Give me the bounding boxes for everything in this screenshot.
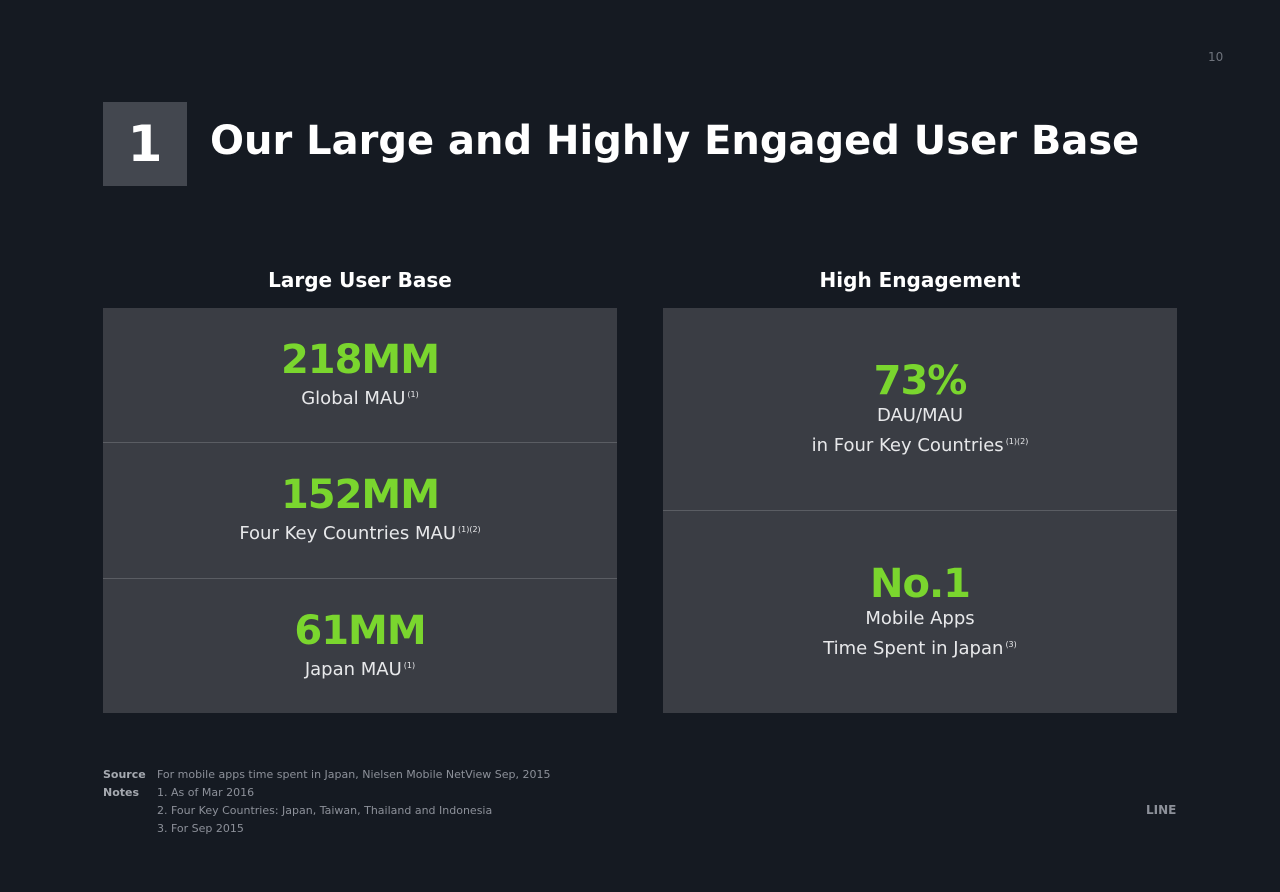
metric-value: 152MM <box>280 472 440 519</box>
section-number-badge: 1 <box>103 102 187 186</box>
metric-label-line2: Time Spent in Japan (3) <box>823 638 1017 659</box>
metric-label: Japan MAU (1) <box>304 658 416 680</box>
page-number: 10 <box>1208 50 1224 64</box>
footnote-ref: (1) <box>403 660 416 670</box>
notes-row: 2. Four Key Countries: Japan, Taiwan, Th… <box>103 802 551 820</box>
large-user-base-heading: Large User Base <box>268 268 452 292</box>
metric-value: 73% <box>873 358 968 404</box>
note-item: 2. Four Key Countries: Japan, Taiwan, Th… <box>157 804 493 817</box>
notes-row: Notes 1. As of Mar 2016 <box>103 784 551 802</box>
slide-title: Our Large and Highly Engaged User Base <box>210 118 1140 164</box>
metric-value: 61MM <box>294 607 426 654</box>
footnote-ref: (1)(2) <box>1005 437 1029 446</box>
metric-cell-global-mau: 218MM Global MAU (1) <box>103 308 617 442</box>
source-key: Source <box>103 768 146 781</box>
source-row: Source For mobile apps time spent in Jap… <box>103 766 551 784</box>
metric-cell-four-key-countries-mau: 152MM Four Key Countries MAU (1)(2) <box>103 442 617 577</box>
metric-label-line2: in Four Key Countries (1)(2) <box>811 435 1029 456</box>
brand-logo-text: LINE <box>1146 803 1177 817</box>
notes-key: Notes <box>103 786 140 799</box>
metric-cell-dau-mau: 73% DAU/MAU in Four Key Countries (1)(2) <box>663 308 1177 510</box>
footnotes: Source For mobile apps time spent in Jap… <box>103 766 551 838</box>
metric-label: Four Key Countries MAU (1)(2) <box>239 523 481 545</box>
footnote-ref: (1) <box>407 390 419 400</box>
metric-label-line1: Mobile Apps <box>865 608 975 629</box>
note-item: 1. As of Mar 2016 <box>157 786 255 799</box>
metric-label: Global MAU (1) <box>301 388 419 410</box>
source-text: For mobile apps time spent in Japan, Nie… <box>157 768 551 781</box>
metric-cell-japan-mau: 61MM Japan MAU (1) <box>103 577 617 713</box>
metric-value: 218MM <box>280 337 440 384</box>
footnote-ref: (1)(2) <box>458 525 481 535</box>
metric-cell-mobile-apps-rank: No.1 Mobile Apps Time Spent in Japan (3) <box>663 510 1177 713</box>
high-engagement-heading: High Engagement <box>819 268 1021 292</box>
footnote-ref: (3) <box>1005 640 1017 649</box>
high-engagement-panel: 73% DAU/MAU in Four Key Countries (1)(2) … <box>663 308 1177 713</box>
metric-value: No.1 <box>870 561 971 607</box>
large-user-base-panel: 218MM Global MAU (1) 152MM Four Key Count… <box>103 308 617 713</box>
note-item: 3. For Sep 2015 <box>157 822 244 835</box>
notes-row: 3. For Sep 2015 <box>103 820 551 838</box>
metric-label-line1: DAU/MAU <box>876 405 964 426</box>
